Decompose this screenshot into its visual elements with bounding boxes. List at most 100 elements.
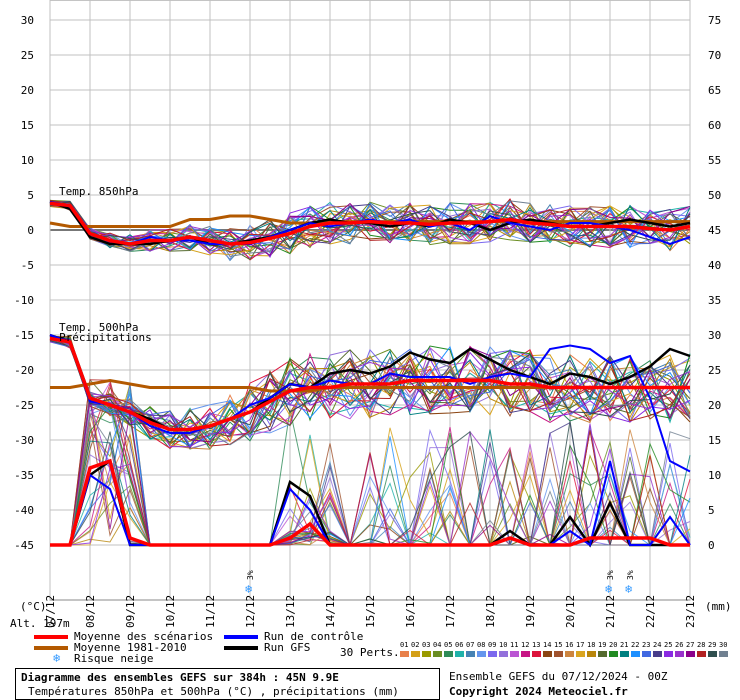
left-tick-label: -45 — [14, 539, 34, 552]
pert-number: 15 — [554, 641, 563, 649]
ensemble-run-info: Ensemble GEFS du 07/12/2024 - 00Z — [449, 670, 668, 683]
pert-color-cell — [631, 651, 640, 657]
x-tick-label: 22/12 — [644, 595, 657, 628]
pert-number: 17 — [576, 641, 585, 649]
right-axis-unit: (mm) — [705, 600, 732, 613]
x-tick-label: 19/12 — [524, 595, 537, 628]
pert-number: 16 — [565, 641, 574, 649]
pert-color-cell — [455, 651, 464, 657]
x-tick-label: 08/12 — [84, 595, 97, 628]
pert-number: 22 — [631, 641, 640, 649]
pert-color-cell — [554, 651, 563, 657]
legend-mean-label: Moyenne des scénarios — [74, 630, 214, 643]
pert-color-cell — [708, 651, 717, 657]
left-tick-label: 5 — [27, 189, 34, 202]
legend-snow-label: Risque neige — [74, 652, 154, 665]
pert-t500-line — [49, 338, 691, 449]
pert-number: 02 — [411, 641, 420, 649]
right-tick-label: 75 — [708, 14, 721, 27]
chart-subtitle: Températures 850hPa et 500hPa (°C) , pré… — [28, 685, 399, 698]
pert-t850-line — [49, 198, 691, 249]
pert-number: 07 — [466, 641, 475, 649]
x-tick-label: 13/12 — [284, 595, 297, 628]
legend-gfs-swatch — [224, 646, 258, 650]
series-t500-line — [49, 333, 691, 431]
pert-color-cell — [422, 651, 431, 657]
pert-color-cell — [620, 651, 629, 657]
right-tick-label: 45 — [708, 224, 721, 237]
right-tick-label: 70 — [708, 49, 721, 62]
pert-number: 08 — [477, 641, 486, 649]
pert-color-cell — [609, 651, 618, 657]
pert-color-cell — [499, 651, 508, 657]
left-tick-label: -15 — [14, 329, 34, 342]
precip-panel-label: Précipitations — [59, 331, 152, 344]
t500-panel-label: Temp. 500hPa — [59, 321, 138, 334]
right-tick-label: 55 — [708, 154, 721, 167]
pert-color-cell — [697, 651, 706, 657]
snow-risk-percent: 3% — [626, 570, 635, 580]
left-tick-label: 30 — [21, 14, 34, 27]
snow-risk-percent: 3% — [246, 570, 255, 580]
left-tick-label: -20 — [14, 364, 34, 377]
pert-t500-line — [49, 340, 691, 444]
left-tick-label: 15 — [21, 119, 34, 132]
pert-color-cell — [510, 651, 519, 657]
right-tick-label: 15 — [708, 434, 721, 447]
legend-gfs-label: Run GFS — [264, 641, 311, 654]
left-tick-label: 20 — [21, 84, 34, 97]
pert-number: 11 — [510, 641, 519, 649]
snowflake-icon: ❄ — [625, 582, 632, 596]
series-precip-line — [50, 458, 690, 547]
x-tick-label: 16/12 — [404, 595, 417, 628]
x-tick-label: 23/12 — [684, 595, 697, 628]
right-tick-label: 35 — [708, 294, 721, 307]
pert-color-cell — [675, 651, 684, 657]
left-tick-label: -10 — [14, 294, 34, 307]
right-tick-label: 10 — [708, 469, 721, 482]
copyright: Copyright 2024 Meteociel.fr — [449, 685, 628, 698]
legend-control-swatch — [224, 635, 258, 639]
right-tick-label: 40 — [708, 259, 721, 272]
left-tick-label: -35 — [14, 469, 34, 482]
pert-number: 25 — [664, 641, 673, 649]
pert-color-cell — [565, 651, 574, 657]
legend-clim-swatch — [34, 646, 68, 650]
pert-color-cell — [466, 651, 475, 657]
x-tick-label: 12/12 — [244, 595, 257, 628]
snow-risk-marks: 3% ❄ 3% ❄ 3% ❄ — [245, 570, 635, 596]
pert-number: 26 — [675, 641, 684, 649]
t850-panel-label: Temp. 850hPa — [59, 185, 138, 198]
right-tick-label: 0 — [708, 539, 715, 552]
snowflake-icon: ❄ — [245, 582, 252, 596]
left-axis-unit: (°C) — [20, 600, 47, 613]
pert-color-cell — [653, 651, 662, 657]
x-tick-label: 11/12 — [204, 595, 217, 628]
pert-number: 21 — [620, 641, 629, 649]
chart-title: Diagramme des ensembles GEFS sur 384h : … — [21, 671, 339, 684]
left-tick-label: 25 — [21, 49, 34, 62]
pert-number: 20 — [609, 641, 618, 649]
pert-color-cell — [444, 651, 453, 657]
pert-t500-line — [49, 341, 691, 447]
pert-color-cell — [433, 651, 442, 657]
snowflake-icon: ❄ — [53, 651, 61, 665]
main-series — [49, 200, 691, 548]
pert-number: 14 — [543, 641, 552, 649]
pert-color-cell — [400, 651, 409, 657]
x-tick-label: 21/12 — [604, 595, 617, 628]
x-tick-label: 09/12 — [124, 595, 137, 628]
pert-color-cell — [532, 651, 541, 657]
pert-number: 10 — [499, 641, 508, 649]
pert-color-cell — [477, 651, 486, 657]
x-tick-label: 18/12 — [484, 595, 497, 628]
pert-number: 03 — [422, 641, 431, 649]
left-tick-label: 0 — [27, 224, 34, 237]
pert-color-cell — [411, 651, 420, 657]
pert-color-cell — [719, 651, 728, 657]
pert-t850-line — [49, 202, 691, 255]
pert-number: 12 — [521, 641, 530, 649]
x-tick-label: 14/12 — [324, 595, 337, 628]
pert-number: 05 — [444, 641, 453, 649]
